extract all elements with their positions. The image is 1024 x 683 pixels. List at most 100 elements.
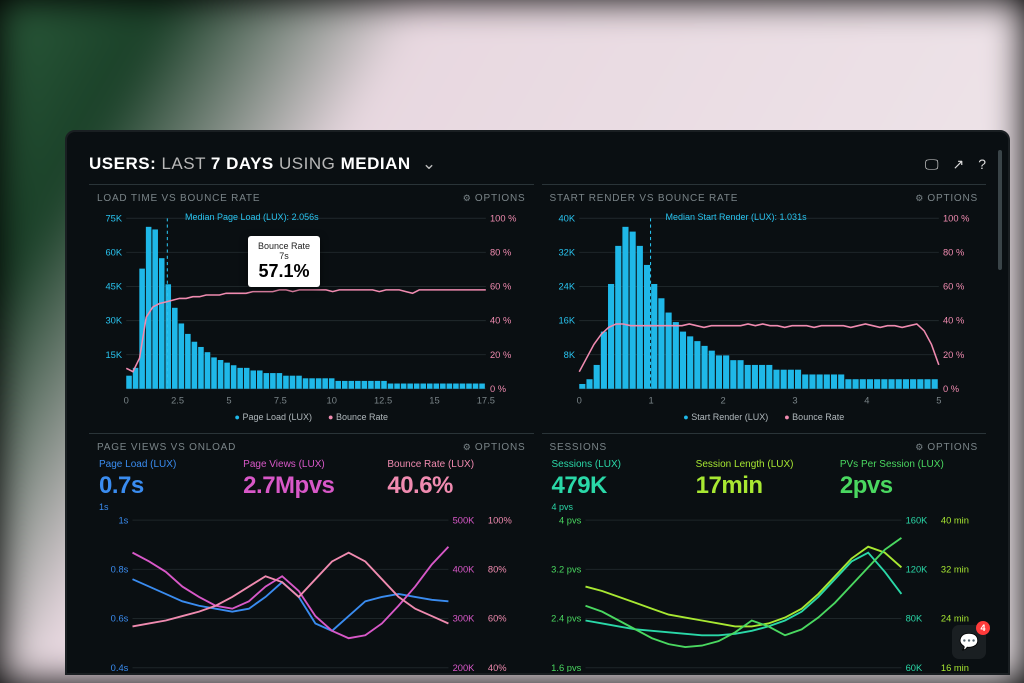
svg-text:10: 10 (327, 395, 337, 405)
tooltip-label: Bounce Rate (258, 241, 310, 251)
svg-text:1s: 1s (118, 516, 128, 525)
title-prefix: USERS: (89, 154, 156, 173)
stat-label: Bounce Rate (LUX) (387, 459, 523, 470)
dashboard-screen: USERS: LAST 7 DAYS USING MEDIAN ⌄ 🖵 ↗ ? … (65, 130, 1010, 675)
svg-text:80 %: 80 % (490, 248, 511, 258)
chart-start-render: 40K32K24K16K8K100 %80 %60 %40 %20 %0 %01… (546, 210, 982, 418)
svg-text:1: 1 (648, 395, 653, 405)
panel-load-time: LOAD TIME VS BOUNCE RATE OPTIONS 75K 60K 4… (89, 184, 534, 425)
stat-value: 0.7s (99, 472, 235, 500)
stat-value: 17min (696, 472, 832, 500)
stat-block: PVs Per Session (LUX) 2pvs (840, 459, 976, 512)
svg-text:3: 3 (792, 395, 797, 405)
svg-text:2.4 pvs: 2.4 pvs (551, 614, 581, 624)
svg-text:45K: 45K (105, 282, 122, 292)
svg-text:60 %: 60 % (490, 282, 511, 292)
stat-value: 2pvs (840, 472, 976, 500)
svg-text:0 %: 0 % (490, 384, 506, 394)
options-button[interactable]: OPTIONS (915, 193, 978, 204)
stat-label: PVs Per Session (LUX) (840, 459, 976, 470)
options-button[interactable]: OPTIONS (915, 442, 978, 453)
stat-value: 40.6% (387, 472, 523, 500)
svg-text:40%: 40% (488, 663, 507, 672)
svg-text:2: 2 (720, 395, 725, 405)
scrollbar[interactable] (998, 150, 1002, 270)
stat-block: Sessions (LUX) 479K 4 pvs (552, 459, 688, 512)
svg-text:60%: 60% (488, 614, 507, 624)
svg-text:15K: 15K (105, 350, 122, 360)
page-title[interactable]: USERS: LAST 7 DAYS USING MEDIAN ⌄ (89, 154, 437, 174)
options-button[interactable]: OPTIONS (463, 442, 526, 453)
svg-text:24K: 24K (558, 282, 575, 292)
svg-text:4 pvs: 4 pvs (558, 516, 581, 525)
svg-text:0.4s: 0.4s (111, 663, 129, 672)
panel-start-render: START RENDER VS BOUNCE RATE OPTIONS 40K3… (542, 184, 987, 425)
svg-text:60K: 60K (105, 248, 122, 258)
svg-text:7.5: 7.5 (274, 395, 287, 405)
svg-text:200K: 200K (453, 663, 476, 672)
svg-text:80%: 80% (488, 564, 507, 574)
svg-text:17.5: 17.5 (477, 395, 495, 405)
svg-text:60 %: 60 % (942, 282, 963, 292)
svg-text:32 min: 32 min (940, 564, 968, 574)
svg-text:4: 4 (864, 395, 869, 405)
stat-sub: 1s (99, 502, 235, 512)
title-mid2: USING (279, 154, 335, 173)
svg-text:100%: 100% (488, 516, 512, 525)
stat-label: Page Load (LUX) (99, 459, 235, 470)
svg-text:160K: 160K (905, 516, 928, 525)
svg-text:20 %: 20 % (942, 350, 963, 360)
svg-text:5: 5 (226, 395, 231, 405)
svg-text:500K: 500K (453, 516, 476, 525)
stat-block: Page Load (LUX) 0.7s 1s (99, 459, 235, 512)
stat-label: Page Views (LUX) (243, 459, 379, 470)
svg-text:16K: 16K (558, 316, 575, 326)
help-icon[interactable]: ? (978, 156, 986, 173)
chevron-down-icon[interactable]: ⌄ (422, 154, 437, 173)
options-button[interactable]: OPTIONS (463, 193, 526, 204)
panel-sessions: SESSIONS OPTIONS Sessions (LUX) 479K 4 p… (542, 433, 987, 674)
svg-text:100 %: 100 % (490, 213, 516, 223)
median-label: Median Page Load (LUX): 2.056s (185, 212, 319, 222)
stat-block: Session Length (LUX) 17min (696, 459, 832, 512)
stat-value: 2.7Mpvs (243, 472, 379, 500)
svg-text:60K: 60K (905, 663, 922, 672)
svg-text:5: 5 (936, 395, 941, 405)
legend-bounce-rate: Bounce Rate (328, 412, 388, 422)
svg-text:300K: 300K (453, 614, 476, 624)
svg-text:75K: 75K (105, 213, 122, 223)
chat-badge: 4 (976, 621, 990, 635)
svg-text:40K: 40K (558, 213, 575, 223)
tooltip: Bounce Rate 7s 57.1% (248, 236, 320, 287)
svg-text:1.6 pvs: 1.6 pvs (551, 663, 581, 672)
svg-text:24 min: 24 min (940, 614, 968, 624)
stat-block: Bounce Rate (LUX) 40.6% (387, 459, 523, 512)
svg-text:30K: 30K (105, 316, 122, 326)
chat-button[interactable]: 💬 4 (952, 625, 986, 659)
svg-text:40 %: 40 % (490, 316, 511, 326)
svg-text:32K: 32K (558, 248, 575, 258)
svg-text:80 %: 80 % (942, 248, 963, 258)
tooltip-value: 57.1% (258, 261, 310, 282)
title-range: 7 DAYS (211, 154, 274, 173)
svg-text:100 %: 100 % (942, 213, 968, 223)
svg-text:15: 15 (429, 395, 439, 405)
svg-text:40 %: 40 % (942, 316, 963, 326)
svg-text:0 %: 0 % (942, 384, 958, 394)
median-label: Median Start Render (LUX): 1.031s (666, 212, 807, 222)
panel-title: SESSIONS (550, 442, 608, 453)
stat-sub: 4 pvs (552, 502, 688, 512)
topbar: USERS: LAST 7 DAYS USING MEDIAN ⌄ 🖵 ↗ ? (89, 150, 986, 184)
svg-text:20 %: 20 % (490, 350, 511, 360)
share-icon[interactable]: ↗ (952, 156, 964, 173)
legend-bounce-rate: Bounce Rate (784, 412, 844, 422)
title-metric: MEDIAN (341, 154, 411, 173)
stat-label: Sessions (LUX) (552, 459, 688, 470)
panel-title: LOAD TIME VS BOUNCE RATE (97, 193, 260, 204)
svg-text:40 min: 40 min (940, 516, 968, 525)
title-mid1: LAST (161, 154, 205, 173)
stat-label: Session Length (LUX) (696, 459, 832, 470)
svg-text:16 min: 16 min (940, 663, 968, 672)
chart-sessions: 4 pvs3.2 pvs2.4 pvs1.6 pvs160K40 min120K… (546, 516, 982, 672)
monitor-icon[interactable]: 🖵 (925, 156, 939, 173)
